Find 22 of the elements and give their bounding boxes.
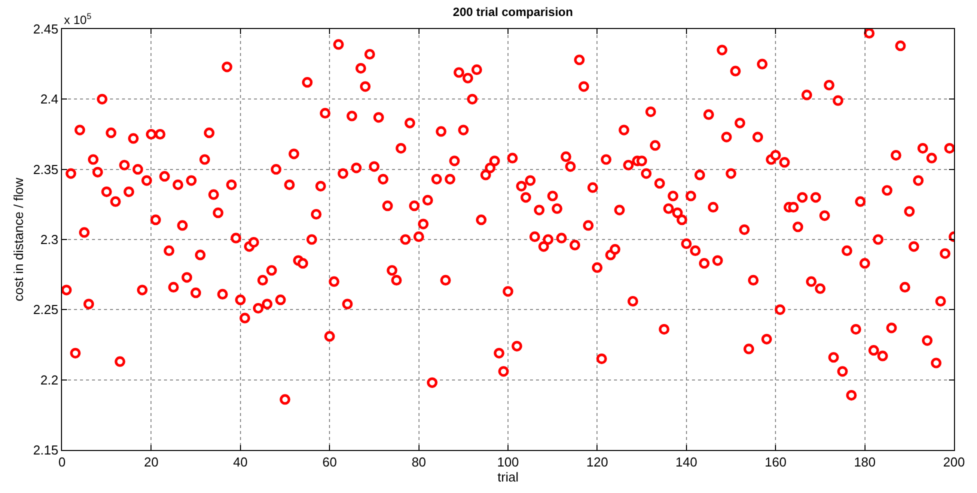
x-tick-label: 0 (58, 454, 66, 470)
y-tick-label: 2.25 (33, 302, 58, 318)
x-tick-label: 180 (854, 454, 876, 470)
x-axis-title: trial (498, 470, 519, 485)
y-tick-label: 2.45 (33, 22, 58, 37)
x-tick-label: 140 (676, 454, 698, 470)
y-tick-label: 2.3 (40, 232, 58, 248)
x-tick-label: 200 (943, 454, 965, 470)
x-tick-label: 120 (586, 454, 608, 470)
y-axis-title: cost in distance / flow (11, 177, 26, 302)
chart-title: 200 trial comparision (452, 4, 573, 19)
y-tick-label: 2.15 (33, 442, 58, 458)
x-tick-label: 100 (497, 454, 519, 470)
y-tick-label: 2.35 (33, 162, 58, 177)
text: x 10$^{5}$ (64, 11, 92, 28)
x-tick-label: 160 (764, 454, 786, 470)
x-tick-label: 60 (322, 454, 337, 470)
y-tick-label: 2.2 (40, 372, 58, 388)
x-tick-label: 80 (412, 454, 426, 470)
y-tick-label: 2.4 (40, 92, 58, 107)
x-tick-label: 20 (144, 454, 158, 470)
x-tick-label: 40 (233, 454, 248, 470)
